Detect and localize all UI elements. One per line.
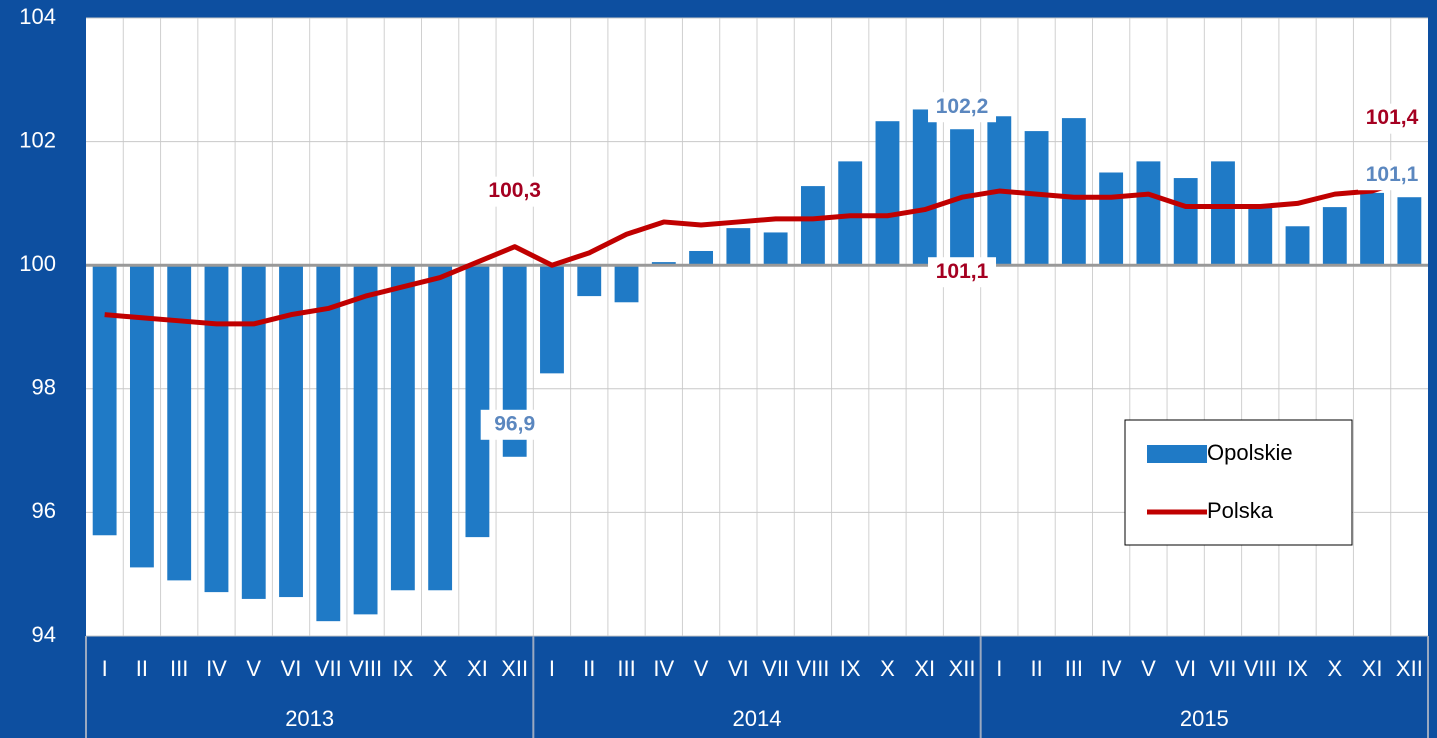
y-tick-label: 102	[19, 127, 56, 152]
x-tick-label: III	[1065, 656, 1083, 681]
x-tick-label: VIII	[349, 656, 382, 681]
year-label: 2013	[285, 706, 334, 731]
bar	[1211, 161, 1235, 266]
x-tick-label: XII	[501, 656, 528, 681]
x-tick-label: IV	[206, 656, 227, 681]
x-tick-label: XI	[914, 656, 935, 681]
x-tick-label: II	[136, 656, 148, 681]
bar	[651, 262, 676, 266]
bar	[1248, 205, 1273, 266]
bar	[540, 265, 564, 374]
bar	[875, 121, 900, 266]
bar	[129, 265, 154, 568]
x-tick-label: V	[1141, 656, 1156, 681]
y-tick-label: 104	[19, 4, 56, 29]
x-tick-label: VII	[315, 656, 342, 681]
data-label-bg	[928, 257, 997, 288]
x-tick-label: VII	[1210, 656, 1237, 681]
bar	[1322, 207, 1347, 266]
bar	[1061, 118, 1086, 266]
bar	[390, 265, 415, 591]
bar	[763, 232, 788, 266]
x-tick-label: VII	[762, 656, 789, 681]
data-label-bg	[1358, 160, 1426, 191]
x-tick-label: IX	[840, 656, 861, 681]
y-tick-label: 98	[32, 375, 56, 400]
bar	[316, 265, 341, 622]
line	[104, 176, 1411, 327]
bar	[1397, 197, 1422, 266]
bar	[726, 228, 751, 266]
bar	[1285, 226, 1310, 266]
x-tick-label: VI	[281, 656, 302, 681]
x-tick-label: VI	[1175, 656, 1196, 681]
y-tick-label: 100	[19, 251, 56, 276]
x-tick-label: IV	[1101, 656, 1122, 681]
y-tick-label: 94	[32, 622, 56, 647]
legend-label: Polska	[1207, 498, 1274, 523]
x-tick-label: I	[549, 656, 555, 681]
bar	[1099, 172, 1124, 266]
bar	[1360, 192, 1385, 266]
bar	[92, 265, 117, 536]
data-label: 101,1	[1366, 163, 1419, 186]
x-tick-label: I	[996, 656, 1002, 681]
data-label: 102,2	[936, 95, 989, 118]
data-label-bg	[480, 409, 549, 440]
x-tick-label: XI	[467, 656, 488, 681]
x-tick-label: X	[433, 656, 448, 681]
x-tick-label: IX	[1287, 656, 1308, 681]
x-tick-label: II	[583, 656, 595, 681]
bar	[279, 265, 303, 598]
data-label-bg	[1358, 103, 1426, 134]
legend-box	[1124, 419, 1353, 546]
x-tick-label: XII	[949, 656, 976, 681]
bar	[689, 250, 714, 266]
bar	[502, 265, 527, 457]
bar	[912, 109, 937, 266]
data-label-bg	[928, 92, 997, 123]
bar	[167, 265, 192, 581]
x-tick-label: XI	[1362, 656, 1383, 681]
year-label: 2015	[1180, 706, 1229, 731]
x-tick-label: VI	[728, 656, 749, 681]
bar	[428, 265, 453, 591]
x-tick-label: X	[880, 656, 895, 681]
x-tick-label: VIII	[1244, 656, 1277, 681]
data-label: 96,9	[494, 412, 535, 435]
bar	[465, 265, 490, 538]
x-tick-label: III	[617, 656, 635, 681]
data-label: 100,3	[488, 179, 541, 202]
x-tick-label: III	[170, 656, 188, 681]
x-tick-label: V	[246, 656, 261, 681]
bar	[1024, 131, 1049, 266]
data-label: 101,4	[1366, 106, 1419, 129]
x-tick-label: XII	[1396, 656, 1423, 681]
year-label: 2014	[733, 706, 782, 731]
legend-swatch	[1147, 445, 1207, 463]
bar	[1173, 178, 1198, 266]
x-tick-label: V	[694, 656, 709, 681]
bar	[353, 265, 378, 615]
data-label-bg	[480, 176, 549, 207]
x-tick-label: IV	[653, 656, 674, 681]
y-tick-label: 96	[32, 498, 56, 523]
x-tick-label: VIII	[796, 656, 829, 681]
x-tick-label: X	[1327, 656, 1342, 681]
bar	[1136, 161, 1161, 266]
bar	[614, 265, 639, 303]
data-label: 101,1	[936, 260, 989, 283]
bar	[204, 265, 229, 593]
bar	[577, 265, 602, 297]
legend-label: Opolskie	[1207, 440, 1293, 465]
bar	[800, 186, 825, 266]
x-tick-label: II	[1030, 656, 1042, 681]
x-tick-label: I	[102, 656, 108, 681]
bar	[241, 265, 266, 599]
x-tick-label: IX	[392, 656, 413, 681]
